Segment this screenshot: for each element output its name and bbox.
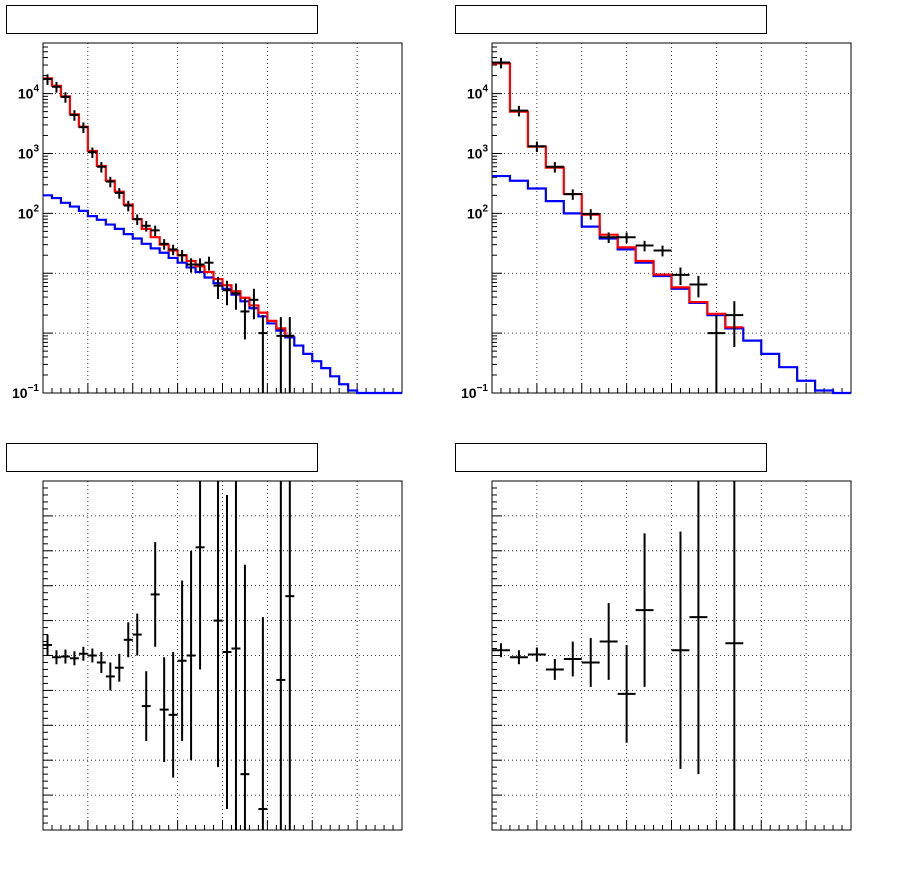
y-tick-exponent: 2 xyxy=(33,203,39,214)
y-tick-label: 10−1 xyxy=(461,383,488,401)
y-tick-base: 10 xyxy=(467,145,483,161)
y-tick-base: 10 xyxy=(18,86,34,102)
y-tick-base: 10 xyxy=(461,385,477,401)
title-box xyxy=(6,443,318,472)
title-box xyxy=(455,443,767,472)
histogram-series-1 xyxy=(43,194,402,395)
title-box xyxy=(455,5,767,34)
y-tick-label: 104 xyxy=(18,84,40,102)
y-tick-base: 10 xyxy=(467,86,483,102)
y-tick-label: 102 xyxy=(18,203,40,221)
y-tick-exponent: −1 xyxy=(28,383,40,394)
y-tick-exponent: 4 xyxy=(482,84,488,95)
y-tick-base: 10 xyxy=(12,385,28,401)
y-tick-base: 10 xyxy=(467,205,483,221)
title-box xyxy=(6,5,318,34)
y-tick-base: 10 xyxy=(18,145,34,161)
y-tick-exponent: 4 xyxy=(33,84,39,95)
chart-panel-4 xyxy=(455,443,852,831)
y-tick-label: 10−1 xyxy=(12,383,39,401)
y-tick-label: 102 xyxy=(467,203,489,221)
y-tick-label: 103 xyxy=(18,143,40,161)
y-tick-label: 104 xyxy=(467,84,489,102)
y-tick-label: 103 xyxy=(467,143,489,161)
y-tick-base: 10 xyxy=(18,205,34,221)
chart-panel-3 xyxy=(6,443,403,831)
histogram-series-2 xyxy=(43,77,295,337)
y-tick-exponent: 2 xyxy=(482,203,488,214)
y-tick-exponent: 3 xyxy=(482,143,488,154)
histogram-series-2 xyxy=(492,62,744,329)
y-tick-exponent: 3 xyxy=(33,143,39,154)
y-tick-exponent: −1 xyxy=(477,383,489,394)
